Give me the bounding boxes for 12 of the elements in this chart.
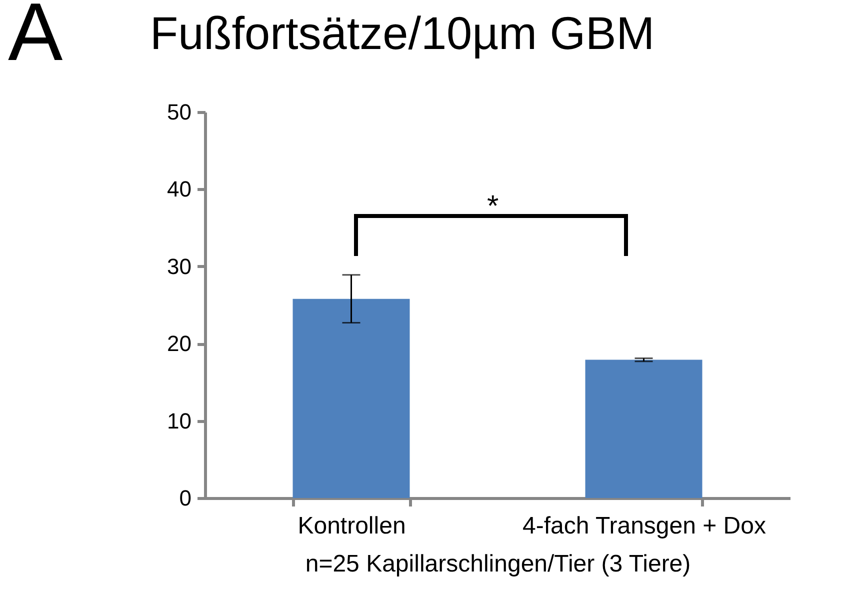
text: A (8, 0, 63, 80)
y-tick-label: 20 (167, 331, 192, 356)
y-tick-label: 30 (167, 254, 192, 279)
y-tick-label: 50 (167, 100, 192, 124)
chart-title: Fußfortsätze/10µm GBM (150, 6, 655, 60)
y-tick-label: 10 (167, 408, 192, 434)
y-tick-label: 0 (179, 486, 192, 510)
y-tick-label: 40 (167, 176, 192, 202)
x-tick-label: 4-fach Transgen + Dox (522, 512, 766, 540)
x-tick-label: Kontrollen (298, 512, 406, 540)
annotation: * (487, 190, 499, 224)
x-axis-title: n=25 Kapillarschlingen/Tier (3 Tiere) (305, 550, 691, 578)
